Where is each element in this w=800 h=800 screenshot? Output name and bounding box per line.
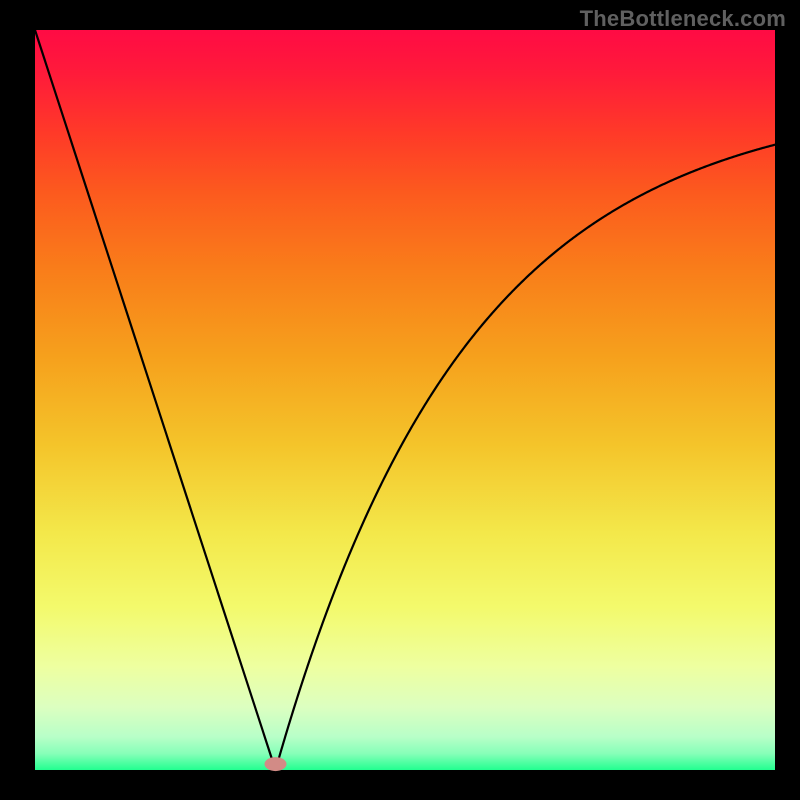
plot-background: [35, 30, 775, 770]
chart-svg: [0, 0, 800, 800]
watermark-text: TheBottleneck.com: [580, 6, 786, 32]
chart-container: TheBottleneck.com: [0, 0, 800, 800]
minimum-marker: [265, 757, 287, 771]
